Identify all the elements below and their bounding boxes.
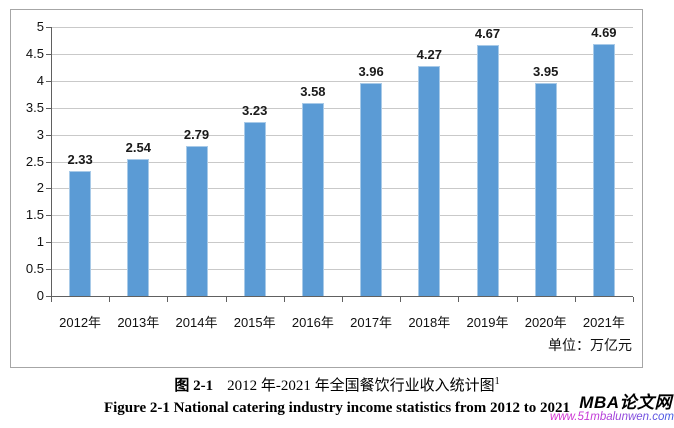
y-axis-tick bbox=[46, 188, 51, 190]
bar bbox=[301, 103, 324, 296]
x-axis-tick bbox=[225, 297, 227, 302]
gridline bbox=[51, 215, 633, 217]
bar-value-label: 4.27 bbox=[416, 47, 442, 63]
bar-value-label: 4.67 bbox=[474, 25, 501, 41]
x-axis-tick bbox=[574, 297, 576, 302]
x-axis-line bbox=[51, 296, 633, 297]
bar bbox=[243, 122, 266, 296]
y-axis-label: 4 bbox=[36, 72, 44, 88]
y-axis-tick bbox=[46, 134, 51, 136]
x-axis-tick bbox=[167, 297, 169, 302]
x-axis-label: 2012年 bbox=[59, 315, 102, 330]
gridline bbox=[51, 53, 633, 55]
bar bbox=[592, 43, 615, 296]
bar-value-label: 2.54 bbox=[125, 140, 151, 156]
bar bbox=[127, 159, 150, 296]
x-axis-tick bbox=[516, 297, 518, 302]
x-axis-label: 2019年 bbox=[466, 315, 509, 330]
figure-caption-zh: 图 2-1 2012 年-2021 年全国餐饮行业收入统计图1 bbox=[0, 374, 674, 395]
figure-title-zh: 2012 年-2021 年全国餐饮行业收入统计图 bbox=[227, 378, 495, 394]
figure-caption-en: Figure 2-1 National catering industry in… bbox=[103, 400, 571, 416]
x-axis-label: 2021年 bbox=[582, 315, 625, 330]
gridline bbox=[51, 80, 633, 82]
x-axis-label: 2018年 bbox=[408, 315, 451, 330]
y-axis-label: 4.5 bbox=[25, 45, 44, 61]
x-axis-label: 2020年 bbox=[524, 315, 567, 330]
y-axis-label: 3.5 bbox=[25, 99, 44, 115]
bar-value-label: 3.58 bbox=[300, 84, 326, 100]
gridline bbox=[51, 269, 633, 271]
bar-value-label: 3.96 bbox=[358, 63, 384, 79]
y-axis-label: 1.5 bbox=[25, 207, 44, 223]
bar bbox=[185, 145, 208, 296]
gridline bbox=[51, 107, 633, 109]
y-axis-label: 3 bbox=[36, 126, 44, 142]
watermark-url: www.51mbalunwen.com bbox=[494, 411, 674, 423]
y-axis-tick bbox=[46, 161, 51, 163]
bar bbox=[69, 170, 92, 296]
gridline bbox=[51, 161, 633, 163]
y-axis-tick bbox=[46, 80, 51, 82]
bar-value-label: 2.33 bbox=[67, 151, 93, 167]
bar-value-label: 3.95 bbox=[533, 64, 559, 80]
chart-frame: 0 0.5 1 1.5 2 2.5 3 3.5 4 4.5 5 2.33 2012年 2.54 2013年 2… bbox=[10, 9, 643, 368]
watermark: MBA论文网 www.51mbalunwen.com bbox=[494, 388, 674, 423]
x-axis-label: 2016年 bbox=[291, 315, 334, 330]
bar-value-label: 2.79 bbox=[183, 126, 210, 142]
x-axis-tick bbox=[51, 297, 52, 302]
bar-value-label: 3.23 bbox=[242, 103, 268, 119]
gridline bbox=[51, 27, 633, 28]
x-axis-tick bbox=[342, 297, 343, 302]
y-axis-tick bbox=[46, 27, 51, 28]
y-axis-tick bbox=[46, 215, 51, 217]
x-axis-tick bbox=[283, 297, 285, 302]
bar bbox=[534, 83, 557, 296]
gridline bbox=[51, 134, 633, 136]
y-axis-line bbox=[51, 27, 52, 297]
unit-label: 单位：万亿元 bbox=[548, 339, 632, 354]
y-axis-tick bbox=[46, 242, 51, 244]
x-axis-tick bbox=[109, 297, 111, 302]
bar-value-label: 4.69 bbox=[591, 24, 617, 40]
x-axis-tick bbox=[633, 297, 634, 302]
x-axis-label: 2014年 bbox=[175, 315, 218, 330]
y-axis-label: 0.5 bbox=[25, 261, 44, 277]
x-axis-label: 2017年 bbox=[350, 315, 393, 330]
y-axis-label: 2 bbox=[36, 180, 44, 196]
y-axis-label: 5 bbox=[36, 19, 44, 34]
bar bbox=[476, 44, 499, 296]
figure-number-zh: 图 2-1 bbox=[174, 378, 214, 394]
y-axis-tick bbox=[46, 107, 51, 109]
plot-area: 0 0.5 1 1.5 2 2.5 3 3.5 4 4.5 5 2.33 2012年 2.54 2013年 2… bbox=[26, 19, 634, 330]
bar bbox=[418, 66, 441, 296]
x-axis-tick bbox=[400, 297, 402, 302]
gridline bbox=[51, 242, 633, 244]
x-axis-tick bbox=[458, 297, 460, 302]
y-axis-label: 1 bbox=[36, 234, 44, 250]
y-axis-label: 0 bbox=[36, 288, 44, 303]
bar bbox=[360, 82, 383, 296]
y-axis-tick bbox=[46, 53, 51, 55]
x-axis-label: 2015年 bbox=[233, 315, 276, 330]
y-axis-tick bbox=[46, 269, 51, 271]
y-axis-label: 2.5 bbox=[25, 153, 44, 169]
watermark-brand-logo: MBA论文网 bbox=[579, 393, 672, 412]
x-axis-label: 2013年 bbox=[117, 315, 160, 330]
y-axis-tick bbox=[46, 296, 51, 297]
footnote-marker: 1 bbox=[494, 376, 500, 387]
gridline bbox=[51, 188, 633, 190]
